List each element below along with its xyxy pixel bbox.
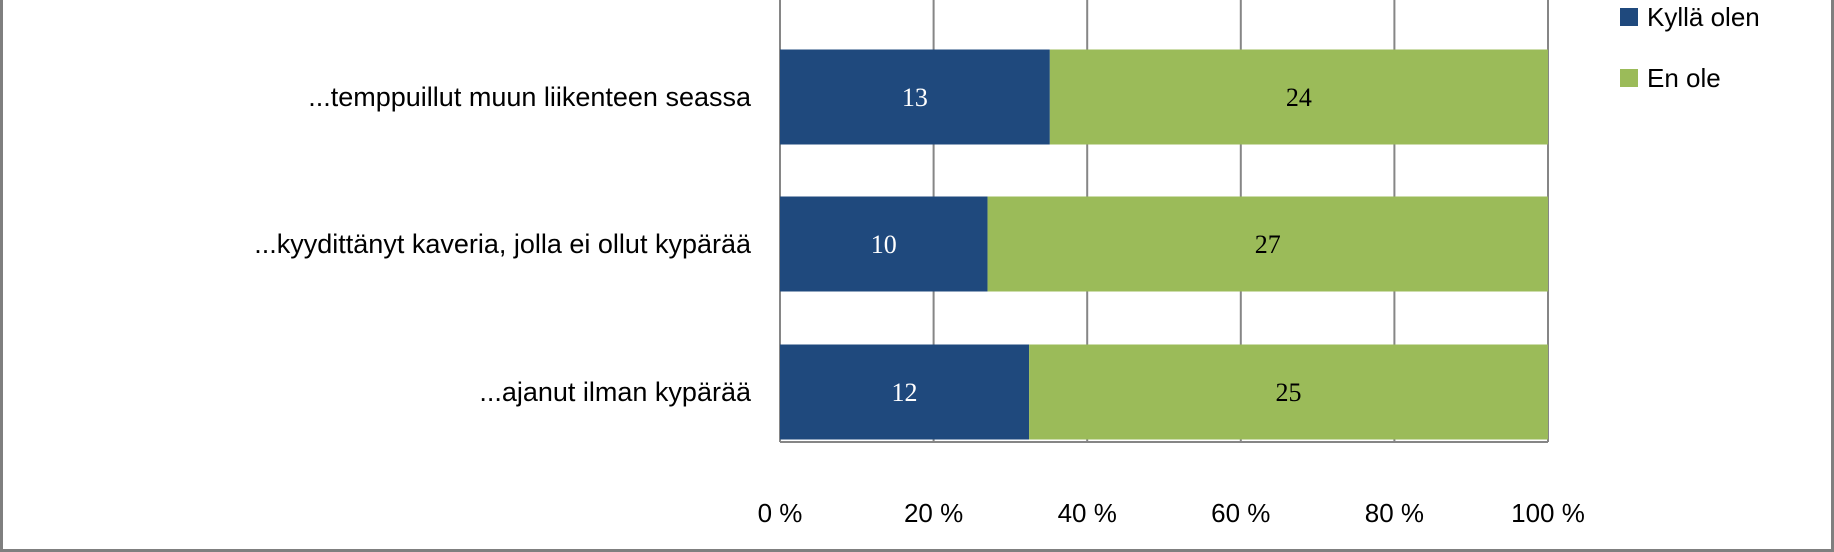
bar-segment — [780, 344, 1030, 440]
category-label: ...ajanut ilman kypärää — [479, 377, 752, 407]
data-label: 27 — [1255, 230, 1281, 259]
x-tick-label: 80 % — [1365, 498, 1424, 528]
data-label: 10 — [871, 230, 897, 259]
bars: 13 24 10 27 12 25 — [780, 49, 1548, 440]
bar-segment — [780, 49, 1050, 145]
data-label: 12 — [892, 378, 918, 407]
bar-segment — [780, 196, 988, 292]
data-label: 13 — [902, 83, 928, 112]
legend-label: En ole — [1647, 63, 1721, 93]
x-tick-labels: 0 % 20 % 40 % 60 % 80 % 100 % — [758, 498, 1585, 528]
stacked-bar-chart: 13 24 10 27 12 25 ...temppuillut muun liikent… — [254, 0, 1760, 528]
category-label: ...kyydittänyt kaveria, jolla ei ollut k… — [254, 229, 752, 259]
x-tick-label: 100 % — [1511, 498, 1585, 528]
x-tick-label: 20 % — [904, 498, 963, 528]
bar-segment — [987, 196, 1548, 292]
bar-segment — [1049, 49, 1548, 145]
x-tick-label: 60 % — [1211, 498, 1270, 528]
legend-swatch — [1620, 69, 1638, 87]
legend-label: Kyllä olen — [1647, 2, 1760, 32]
category-labels: ...temppuillut muun liikenteen seassa...… — [254, 82, 752, 407]
category-label: ...temppuillut muun liikenteen seassa — [308, 82, 752, 112]
legend-swatch — [1620, 8, 1638, 26]
legend: Kyllä olen En ole — [1620, 2, 1760, 93]
data-label: 25 — [1276, 378, 1302, 407]
data-label: 24 — [1286, 83, 1312, 112]
x-tick-label: 0 % — [758, 498, 803, 528]
x-tick-label: 40 % — [1058, 498, 1117, 528]
bar-segment — [1029, 344, 1548, 440]
